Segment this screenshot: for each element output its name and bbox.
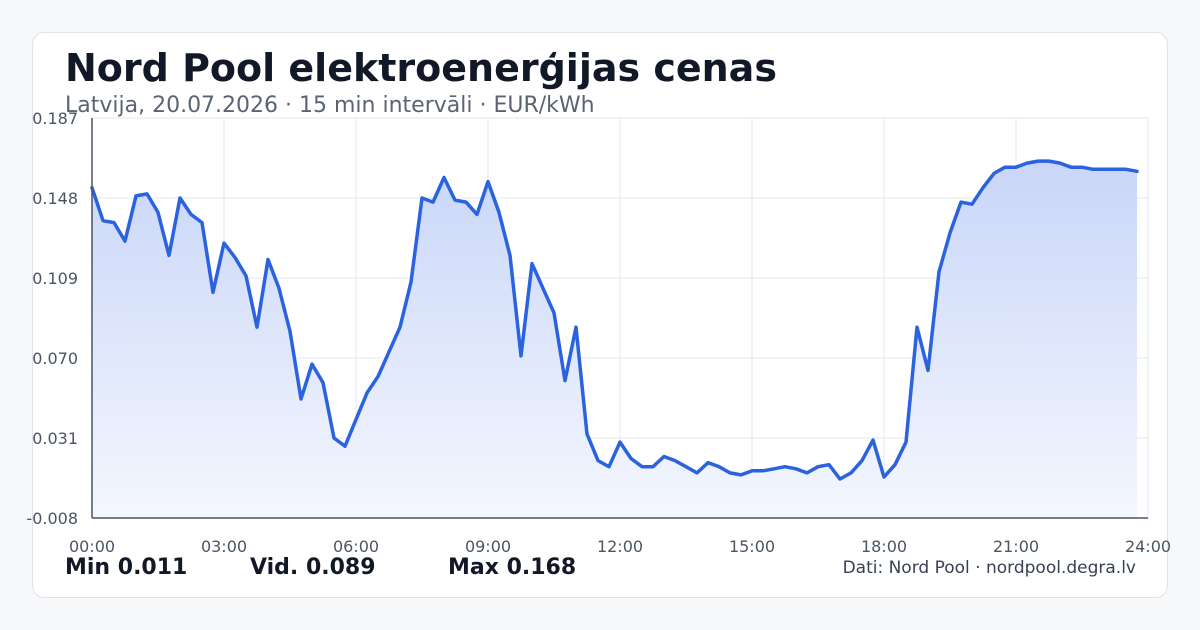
- area-fill-layer: [92, 161, 1137, 518]
- min-stat: Min 0.011: [65, 555, 188, 580]
- y-tick-label: 0.031: [32, 429, 78, 448]
- max-stat: Max 0.168: [448, 555, 577, 580]
- y-tick-label: 0.070: [32, 349, 78, 368]
- x-tick-label: 03:00: [201, 537, 247, 556]
- chart-title: Nord Pool elektroenerģijas cenas: [65, 46, 777, 90]
- chart-subtitle: Latvija, 20.07.2026 · 15 min intervāli ·…: [65, 93, 595, 118]
- price-line-layer: [90, 159, 1139, 481]
- price-line: [90, 159, 1139, 481]
- y-tick-label: 0.148: [32, 189, 78, 208]
- x-tick-label: 00:00: [69, 537, 115, 556]
- x-tick-label: 18:00: [861, 537, 907, 556]
- x-tick-label: 06:00: [333, 537, 379, 556]
- y-tick-label: -0.008: [26, 509, 78, 528]
- y-axis-ticks: -0.008 0.031 0.070 0.109 0.148 0.187: [26, 109, 78, 528]
- axes: [91, 118, 1148, 519]
- x-tick-label: 09:00: [465, 537, 511, 556]
- data-source: Dati: Nord Pool · nordpool.degra.lv: [842, 558, 1136, 578]
- y-tick-label: 0.109: [32, 269, 78, 288]
- x-tick-label: 12:00: [597, 537, 643, 556]
- price-area: [92, 161, 1137, 518]
- avg-stat: Vid. 0.089: [250, 555, 376, 580]
- x-tick-label: 15:00: [729, 537, 775, 556]
- x-tick-label: 24:00: [1125, 537, 1171, 556]
- y-tick-label: 0.187: [32, 109, 78, 128]
- x-tick-label: 21:00: [993, 537, 1039, 556]
- x-axis-ticks: 00:00 03:00 06:00 09:00 12:00 15:00 18:00 21:00…: [69, 537, 1171, 556]
